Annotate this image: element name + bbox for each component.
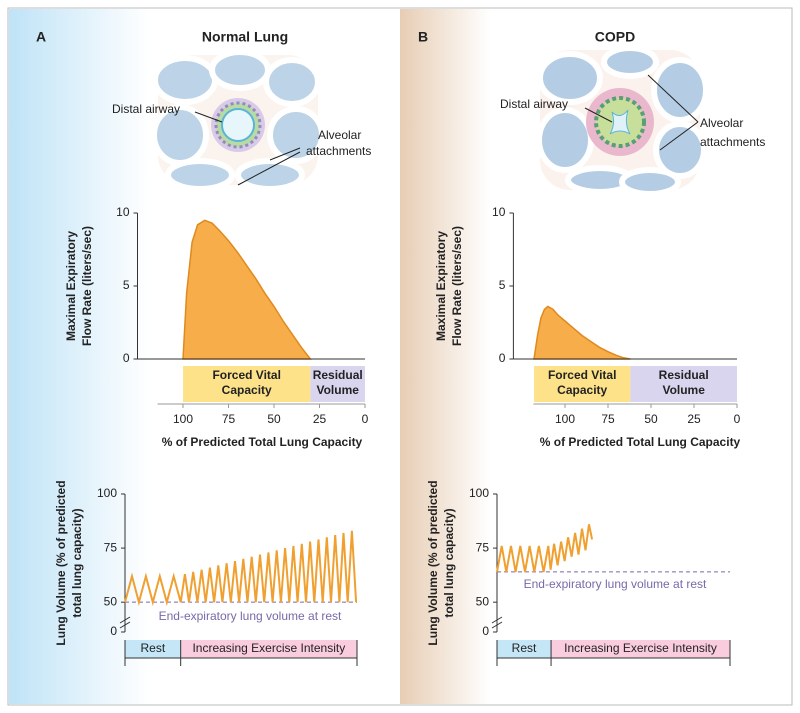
band-label-line: Volume — [662, 383, 705, 397]
illustration-label: attachments — [700, 135, 765, 149]
y-tick-label: 0 — [482, 624, 489, 638]
flow-area — [182, 219, 312, 360]
y-tick-label: 5 — [123, 278, 130, 292]
x-tick-label: 100 — [555, 412, 575, 426]
volume-line — [124, 530, 358, 607]
band-label-line: Capacity — [557, 383, 607, 397]
flow-area — [533, 305, 631, 360]
panel-title: Normal Lung — [202, 29, 288, 45]
y-axis-label: Lung Volume (% of predicted total lung ca… — [54, 480, 84, 645]
illustration-label: Distal airway — [500, 97, 568, 111]
band-label-line: Forced Vital — [548, 368, 616, 382]
x-tick-label: 75 — [222, 412, 236, 426]
normal-illustration — [151, 49, 325, 192]
y-tick-label: 10 — [492, 205, 506, 219]
band-label: Residual Volume — [659, 368, 709, 397]
y-tick-label: 75 — [476, 540, 490, 554]
y-axis-label-line: Lung Volume (% of predicted — [426, 480, 440, 645]
band-label-line: Residual — [659, 368, 709, 382]
band — [183, 366, 311, 402]
y-tick-label: 100 — [469, 486, 489, 500]
y-axis-label: Lung Volume (% of predicted total lung ca… — [426, 480, 456, 645]
band-label: Forced Vital Capacity — [548, 368, 616, 397]
x-tick-label: 25 — [313, 412, 327, 426]
y-axis-label-line: total lung capacity) — [70, 508, 84, 617]
band — [551, 640, 730, 658]
x-tick-label: 75 — [601, 412, 615, 426]
y-tick-label: 100 — [97, 486, 117, 500]
y-tick-label: 10 — [116, 205, 130, 219]
x-tick-label: 100 — [173, 412, 193, 426]
band-label-line: Capacity — [222, 383, 272, 397]
illustration-label: Distal airway — [112, 102, 180, 116]
illustration-label: Alveolar — [318, 128, 361, 142]
panel-a-shade — [9, 9, 149, 704]
y-tick-label: 0 — [123, 351, 130, 365]
band-label: Increasing Exercise Intensity — [192, 641, 345, 655]
y-axis-label-line: total lung capacity) — [442, 508, 456, 617]
illustration-label: Alveolar — [700, 116, 743, 130]
volume-line — [496, 524, 594, 573]
band-label-line: Residual — [313, 368, 363, 382]
panel-letter: A — [36, 29, 46, 45]
band — [497, 640, 552, 658]
panel-letter: B — [418, 29, 428, 45]
y-axis-label-line: Maximal Expiratory — [64, 231, 78, 341]
x-tick-label: 0 — [362, 412, 369, 426]
band — [534, 366, 631, 402]
band — [125, 640, 181, 658]
axis-break — [119, 616, 131, 629]
y-axis-label: Maximal Expiratory Flow Rate (liters/sec) — [434, 226, 464, 346]
y-tick-label: 5 — [499, 278, 506, 292]
reference-label: End-expiratory lung volume at rest — [524, 577, 707, 591]
x-tick-label: 50 — [267, 412, 281, 426]
y-tick-label: 0 — [110, 624, 117, 638]
band-label-line: Forced Vital — [212, 368, 280, 382]
y-tick-label: 50 — [476, 594, 490, 608]
panel-title: COPD — [595, 29, 635, 45]
y-tick-label: 75 — [104, 540, 118, 554]
band — [310, 366, 365, 402]
reference-label: End-expiratory lung volume at rest — [159, 609, 342, 623]
y-axis-label-line: Flow Rate (liters/sec) — [450, 226, 464, 346]
x-tick-label: 0 — [734, 412, 741, 426]
y-axis-label: Maximal Expiratory Flow Rate (liters/sec) — [64, 226, 94, 346]
band-label: Residual Volume — [313, 368, 363, 397]
x-tick-label: 25 — [687, 412, 701, 426]
panel-b-shade — [400, 9, 490, 704]
x-axis-label: % of Predicted Total Lung Capacity — [162, 435, 363, 449]
y-axis-label-line: Flow Rate (liters/sec) — [80, 226, 94, 346]
band-label: Rest — [140, 641, 165, 655]
copd-illustration — [536, 45, 709, 197]
x-axis-label: % of Predicted Total Lung Capacity — [540, 435, 741, 449]
x-tick-label: 50 — [644, 412, 658, 426]
band-label: Increasing Exercise Intensity — [564, 641, 717, 655]
y-axis-label-line: Lung Volume (% of predicted — [54, 480, 68, 645]
band — [630, 366, 737, 402]
axis-break — [491, 616, 503, 629]
y-tick-label: 50 — [104, 594, 118, 608]
band-label: Rest — [512, 641, 537, 655]
illustration-label: attachments — [306, 144, 371, 158]
band — [180, 640, 357, 658]
y-tick-label: 0 — [499, 351, 506, 365]
y-axis-label-line: Maximal Expiratory — [434, 231, 448, 341]
band-label-line: Volume — [316, 383, 359, 397]
band-label: Forced Vital Capacity — [212, 368, 280, 397]
